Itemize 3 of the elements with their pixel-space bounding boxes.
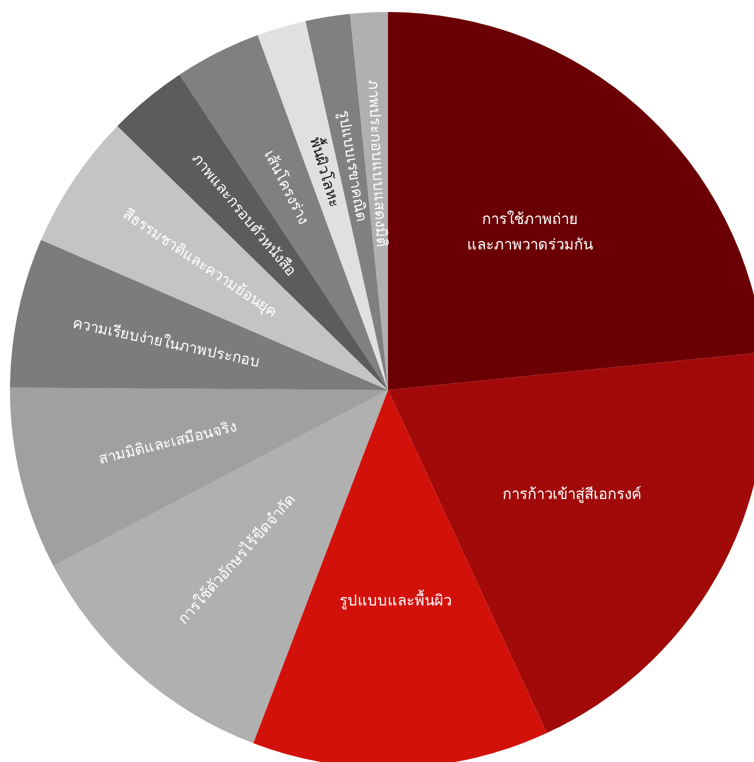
slice-label: รูปแบบและพื้นผิว — [339, 590, 452, 610]
slice-label: การใช้ภาพถ่าย และภาพวาดร่วมกัน — [466, 210, 593, 254]
slice-label: การก้าวเข้าสู่สีเอกรงค์ — [502, 484, 642, 503]
